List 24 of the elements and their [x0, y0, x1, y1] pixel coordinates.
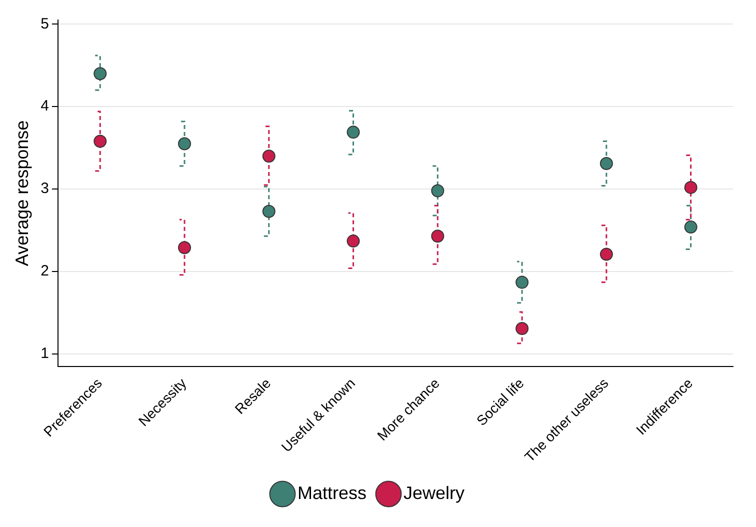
y-tick-label: 3 — [40, 180, 49, 198]
y-tick-label: 5 — [40, 15, 49, 32]
point — [262, 204, 276, 218]
point — [94, 67, 107, 80]
point — [600, 248, 613, 261]
point — [94, 134, 107, 148]
point — [431, 184, 444, 198]
point — [346, 234, 360, 248]
point — [684, 180, 698, 194]
y-axis-title: Average response — [12, 120, 32, 266]
point — [600, 157, 613, 170]
legend-label: Jewelry — [404, 482, 465, 503]
point — [346, 126, 360, 139]
point — [431, 230, 444, 243]
y-tick-label: 2 — [40, 262, 49, 280]
point — [178, 241, 192, 254]
point — [516, 276, 529, 289]
legend-label: Mattress — [297, 482, 367, 503]
y-tick-label: 1 — [40, 345, 49, 362]
point — [178, 137, 192, 150]
point — [262, 150, 276, 163]
point — [684, 220, 698, 234]
point — [516, 322, 529, 335]
y-tick-label: 4 — [40, 98, 49, 115]
